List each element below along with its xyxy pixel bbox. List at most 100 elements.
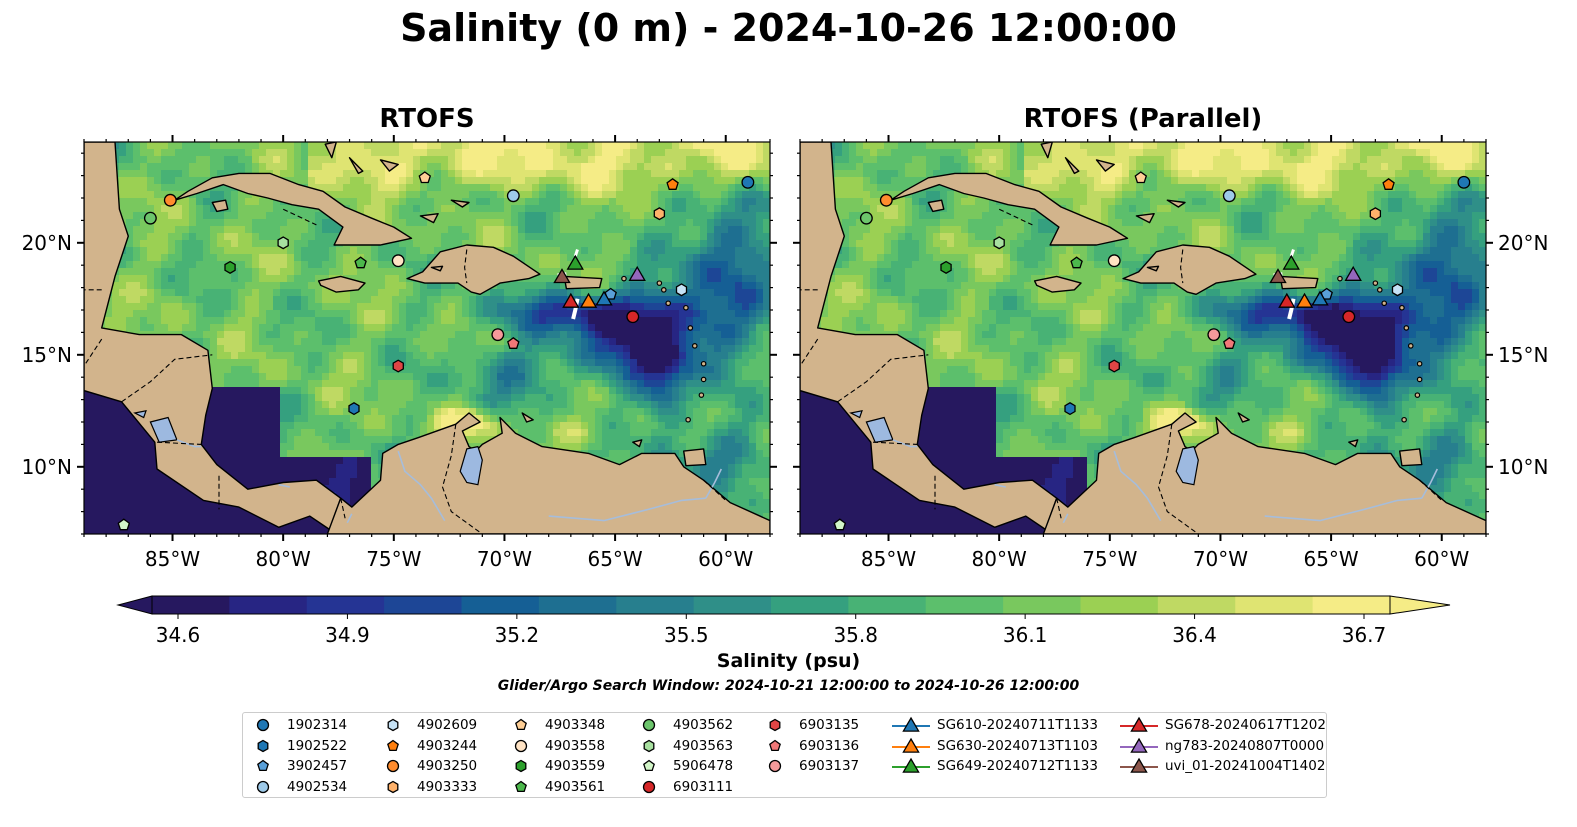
border (800, 338, 819, 367)
island (1372, 280, 1379, 286)
land-south-america (326, 412, 770, 534)
island (1414, 392, 1421, 398)
colorbar-segment (538, 596, 617, 614)
island (621, 275, 627, 282)
colorbar-segment (693, 596, 772, 614)
glider-track (1289, 249, 1295, 257)
hexagon-icon (515, 759, 527, 773)
island (1403, 325, 1410, 331)
marker-sg630-20240713t1103 (1295, 292, 1314, 308)
legend-label: SG630-20240713T1103 (937, 737, 1098, 754)
land-hispaniola (1122, 244, 1257, 295)
border (340, 498, 346, 519)
circle-icon (642, 780, 656, 793)
island (660, 287, 667, 293)
land-bahamas-c (1095, 159, 1115, 172)
pentagon-icon (515, 718, 527, 731)
marker-4903562 (143, 211, 157, 225)
land-cuba (173, 172, 413, 246)
legend-label: 4903333 (417, 778, 478, 795)
marker-4902609 (1391, 283, 1404, 297)
pentagon-icon (257, 759, 269, 772)
circle-icon (768, 759, 782, 773)
marker-ng783-20240807t0000 (1344, 265, 1362, 281)
y-tick-label: 20°N (22, 231, 72, 255)
marker-4903558 (1107, 254, 1121, 268)
colorbar-tick-label: 36.1 (1003, 623, 1048, 647)
legend-label: 3902457 (287, 758, 348, 774)
x-tick-label: 60°W (1414, 547, 1469, 571)
marker-4903563 (277, 236, 289, 250)
land-central-america (84, 142, 342, 531)
colorbar-segment (771, 596, 849, 614)
island (1407, 343, 1414, 349)
colorbar-extend-low (116, 595, 153, 615)
border (1157, 424, 1199, 534)
island (1337, 275, 1343, 282)
legend-label: 6903111 (673, 778, 734, 795)
map-frame (83, 141, 771, 535)
legend-label: 4903558 (545, 737, 606, 754)
glider-track (571, 298, 580, 320)
legend-label: 6903137 (799, 758, 860, 774)
colorbar-tick-label: 36.7 (1342, 623, 1387, 647)
land-bahamas-a (324, 142, 337, 159)
legend-label: SG678-20240617T1202 (1165, 717, 1326, 733)
colorbar: 34.6 34.9 35.2 35.5 35.8 36.1 36.4 36.7 (116, 595, 1451, 647)
island (665, 300, 672, 307)
border (872, 441, 918, 445)
colorbar-segment (1157, 596, 1236, 614)
marker-1902314 (741, 175, 755, 189)
marker-4903333 (653, 207, 666, 221)
border (441, 424, 483, 534)
legend-label: 5906478 (673, 758, 734, 774)
hexagon-icon (769, 718, 781, 732)
colorbar-tick-label: 35.2 (495, 623, 540, 647)
land-puerto-rico (563, 275, 603, 290)
legend-label: SG649-20240712T1133 (937, 758, 1098, 774)
colorbar-segment (848, 596, 927, 614)
circle-icon (256, 718, 270, 732)
legend-label: 4903563 (673, 737, 734, 754)
river (278, 483, 290, 488)
land-layer (800, 142, 1486, 534)
island (683, 304, 689, 311)
land-cuba (890, 172, 1129, 246)
colorbar-segment (1235, 596, 1314, 614)
marker-5906478 (833, 518, 847, 531)
map-panel-rtofs-parallel: 85°W 80°W 75°W 70°W 65°W 60°W 20°N 15°N 10°N (793, 135, 1548, 571)
land-turks (450, 199, 470, 208)
figure-title: Salinity (0 m) - 2024-10-26 12:00:00 (400, 6, 1177, 50)
river (1113, 450, 1162, 522)
legend-label: 4903561 (545, 778, 606, 795)
river (176, 439, 202, 448)
colorbar-segment (925, 596, 1004, 614)
y-tick-label: 15°N (1498, 343, 1548, 367)
colorbar-segment (616, 596, 695, 614)
border (464, 249, 468, 284)
island (1376, 287, 1383, 293)
island (1399, 304, 1405, 311)
land-margarita (632, 439, 643, 448)
x-tick-label: 75°W (1082, 547, 1137, 571)
marker-4903561 (1070, 256, 1083, 269)
y-tick-label: 10°N (1498, 455, 1548, 479)
x-tick-label: 60°W (698, 547, 753, 571)
axis-ticks (793, 135, 1493, 541)
river (1421, 468, 1439, 499)
x-tick-label: 80°W (256, 547, 311, 571)
hexagon-icon (387, 718, 399, 732)
colorbar-segment (306, 596, 385, 614)
marker-4903562 (859, 211, 873, 225)
pentagon-icon (769, 739, 781, 751)
island (1416, 360, 1423, 367)
land-bahamas-a (1040, 142, 1054, 159)
triangle-icon (892, 737, 930, 753)
circle-icon (514, 739, 528, 752)
legend: 1902314 1902522 3902457 4902534 4902609 49032… (242, 712, 1327, 798)
colorbar-segment (1312, 596, 1391, 614)
border (156, 441, 202, 445)
colorbar-segment (152, 596, 230, 614)
legend-label: SG610-20240711T1133 (937, 717, 1098, 733)
x-tick-label: 65°W (1303, 547, 1358, 571)
